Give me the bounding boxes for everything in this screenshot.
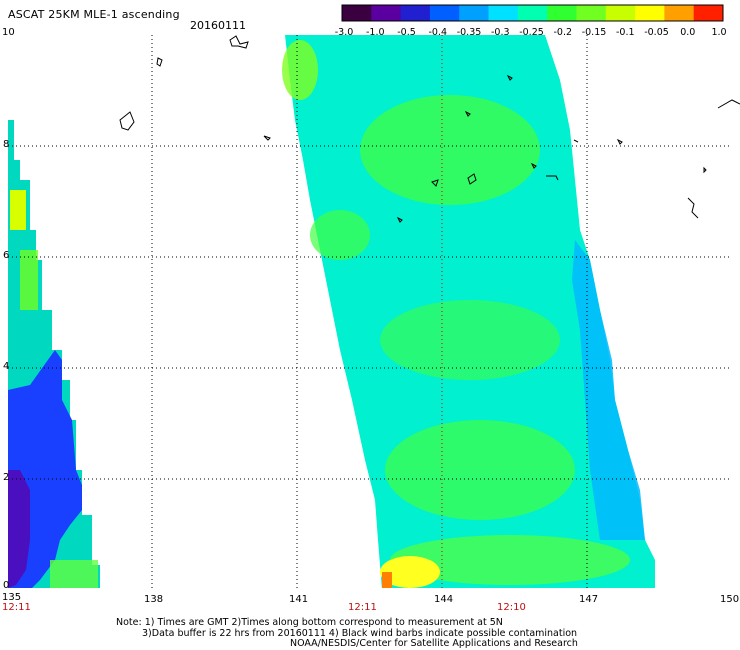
main-swath-blue <box>572 240 645 540</box>
colorbar-swatch <box>576 5 607 21</box>
main-swath-orange <box>382 572 392 588</box>
colorbar-swatch <box>547 5 577 21</box>
colorbar-swatch <box>693 5 724 21</box>
colorbar-label: -0.4 <box>428 27 447 38</box>
colorbar-swatch <box>400 5 431 21</box>
colorbar-swatch <box>517 5 548 21</box>
y-label: 6 <box>3 250 10 261</box>
colorbar-swatch <box>635 5 665 21</box>
y-label: 2 <box>3 472 10 483</box>
west-swath-green <box>20 250 38 310</box>
y-label: 8 <box>3 139 10 150</box>
green-patch <box>390 535 630 585</box>
colorbar-label: -0.5 <box>397 27 416 38</box>
colorbar-label: -0.2 <box>553 27 572 38</box>
data-swaths <box>8 35 655 588</box>
colorbar-label: -0.05 <box>644 27 669 38</box>
colorbar-label: -0.15 <box>582 27 607 38</box>
colorbar-label: -0.35 <box>457 27 482 38</box>
colorbar-label: -1.0 <box>366 27 385 38</box>
note-line: 3)Data buffer is 22 hrs from 20160111 4)… <box>142 628 578 639</box>
colorbar-label: 1.0 <box>711 27 726 38</box>
green-patch <box>385 420 575 520</box>
x-label: 147 <box>579 594 599 605</box>
credit-line: NOAA/NESDIS/Center for Satellite Applica… <box>290 638 578 649</box>
y-label: 10 <box>2 27 15 38</box>
graticule <box>8 35 730 588</box>
colorbar-swatch <box>605 5 636 21</box>
colorbar-label: 0.0 <box>680 27 695 38</box>
colorbar-border <box>341 4 724 22</box>
west-swath-purple <box>8 470 30 588</box>
green-patch <box>380 300 560 380</box>
colorbar-swatch <box>429 5 460 21</box>
colorbar-swatch <box>342 5 372 21</box>
west-swath-yellow <box>10 190 26 230</box>
green-patch <box>360 95 540 205</box>
x-label: 144 <box>434 594 454 605</box>
green-patch <box>310 210 370 260</box>
colorbar-swatch <box>371 5 402 21</box>
colorbar: -3.0 -1.0 -0.5 -0.4 -0.35 -0.3 -0.25 -0.2 -0.15-… <box>335 4 727 38</box>
time-label: 12:11 <box>348 602 377 613</box>
coastlines <box>119 35 740 223</box>
colorbar-label: -3.0 <box>335 27 354 38</box>
colorbar-swatch <box>488 5 519 21</box>
x-label: 138 <box>144 594 164 605</box>
y-label: 4 <box>3 361 10 372</box>
green-patch <box>282 40 318 100</box>
x-label: 150 <box>720 594 740 605</box>
colorbar-label: -0.25 <box>519 27 544 38</box>
west-swath-green2 <box>50 560 98 588</box>
product-date: 20160111 <box>190 19 246 32</box>
colorbar-label: -0.3 <box>491 27 510 38</box>
note-line: Note: 1) Times are GMT 2)Times along bot… <box>116 617 503 628</box>
x-label: 141 <box>289 594 309 605</box>
main-swath-yellow <box>380 556 440 588</box>
colorbar-swatch <box>459 5 490 21</box>
x-label: 135 <box>2 592 22 603</box>
y-label: 0 <box>3 580 10 591</box>
product-title: ASCAT 25KM MLE-1 ascending <box>8 8 180 21</box>
time-label: 12:11 <box>2 602 31 613</box>
colorbar-label: -0.1 <box>616 27 635 38</box>
time-label: 12:10 <box>497 602 526 613</box>
colorbar-swatch <box>664 5 695 21</box>
